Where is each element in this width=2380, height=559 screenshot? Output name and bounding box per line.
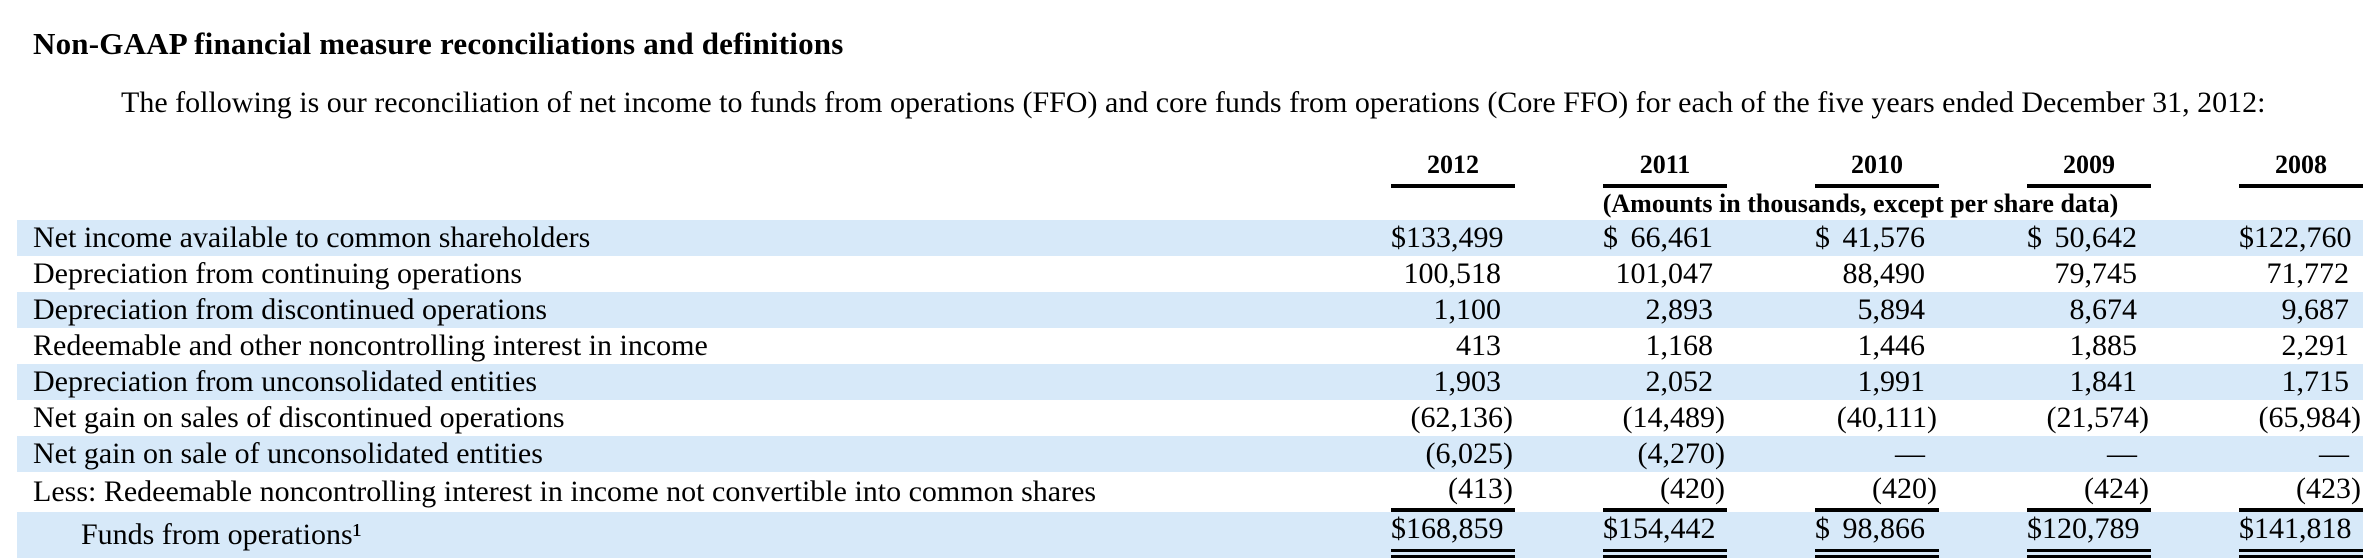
cell-value: 98,866 <box>1842 512 1926 545</box>
cell-value: (6,025) <box>1425 437 1513 470</box>
cell-value: 101,047 <box>1615 257 1714 290</box>
ffo-reconciliation-table: 2012 2011 2010 2009 2008 (Amounts in tho… <box>17 144 2363 558</box>
page-title: Non-GAAP financial measure reconciliatio… <box>33 26 844 61</box>
cell-value: 133,499 <box>1406 221 1504 254</box>
row-label: Less: Redeemable noncontrolling interest… <box>33 475 1097 508</box>
cell-value: (424) <box>2084 472 2149 505</box>
units-note: (Amounts in thousands, except per share … <box>1602 189 2119 218</box>
cell-value: 122,760 <box>2254 221 2352 254</box>
year-label: 2009 <box>2063 150 2115 179</box>
currency-symbol: $ <box>2239 512 2254 545</box>
cell-value: 413 <box>1456 329 1501 362</box>
cell-value: 2,291 <box>2281 329 2350 362</box>
cell-value: 71,772 <box>2266 257 2350 290</box>
row-label: Depreciation from continuing operations <box>33 257 523 290</box>
cell-value: 1,841 <box>2069 365 2138 398</box>
cell-value: — <box>2319 437 2349 470</box>
cell-value: 1,903 <box>1433 365 1502 398</box>
cell-value: 2,893 <box>1645 293 1714 326</box>
cell-value: — <box>2107 437 2137 470</box>
cell-value: 1,168 <box>1645 329 1714 362</box>
year-label: 2008 <box>2275 150 2327 179</box>
table-row-net-income: Net income available to common sharehold… <box>17 220 2363 256</box>
currency-symbol: $ <box>2239 221 2254 254</box>
cell-value: 1,446 <box>1857 329 1926 362</box>
cell-value: 100,518 <box>1403 257 1502 290</box>
column-header-2010: 2010 <box>1727 144 1939 188</box>
cell-value: 79,745 <box>2054 257 2138 290</box>
table-row-redeemable-noncontrolling: Redeemable and other noncontrolling inte… <box>17 328 2363 364</box>
cell-value: 1,991 <box>1857 365 1926 398</box>
table-row-less-redeemable: Less: Redeemable noncontrolling interest… <box>17 472 2363 512</box>
cell-value: (413) <box>1448 472 1513 505</box>
cell-value: (423) <box>2296 472 2361 505</box>
column-header-2012: 2012 <box>1303 144 1515 188</box>
cell-value: 88,490 <box>1842 257 1926 290</box>
column-header-2009: 2009 <box>1939 144 2151 188</box>
cell-value: (4,270) <box>1637 437 1725 470</box>
cell-value: 2,052 <box>1645 365 1714 398</box>
units-note-row: (Amounts in thousands, except per share … <box>17 188 2363 220</box>
year-header-row: 2012 2011 2010 2009 2008 <box>17 144 2363 188</box>
cell-value: 1,100 <box>1433 293 1502 326</box>
table-row-depr-unconsolidated: Depreciation from unconsolidated entitie… <box>17 364 2363 400</box>
cell-value: 66,461 <box>1630 221 1714 254</box>
currency-symbol: $ <box>1391 221 1406 254</box>
year-label: 2010 <box>1851 150 1903 179</box>
currency-symbol: $ <box>1603 512 1618 545</box>
table-row-net-gain-discontinued: Net gain on sales of discontinued operat… <box>17 400 2363 436</box>
row-label: Depreciation from unconsolidated entitie… <box>33 365 538 398</box>
label-column-header <box>17 144 1303 188</box>
cell-value: (14,489) <box>1622 401 1725 434</box>
cell-value: (40,111) <box>1836 401 1937 434</box>
row-label: Funds from operations¹ <box>81 518 362 551</box>
cell-value: 141,818 <box>2254 512 2352 545</box>
column-header-2011: 2011 <box>1515 144 1727 188</box>
cell-value: (420) <box>1872 472 1937 505</box>
cell-value: — <box>1895 437 1925 470</box>
currency-symbol: $ <box>2027 221 2042 254</box>
cell-value: 9,687 <box>2281 293 2350 326</box>
cell-value: 120,789 <box>2042 512 2140 545</box>
currency-symbol: $ <box>1391 512 1406 545</box>
table-row-funds-from-operations: Funds from operations¹ $168,859 $154,442… <box>17 512 2363 558</box>
row-label: Redeemable and other noncontrolling inte… <box>33 329 708 362</box>
row-label: Net gain on sales of discontinued operat… <box>33 401 565 434</box>
cell-value: 168,859 <box>1406 512 1504 545</box>
cell-value: 8,674 <box>2069 293 2138 326</box>
cell-value: 5,894 <box>1857 293 1926 326</box>
cell-value: (62,136) <box>1410 401 1513 434</box>
cell-value: (420) <box>1660 472 1725 505</box>
cell-value: 41,576 <box>1842 221 1926 254</box>
row-label: Net gain on sale of unconsolidated entit… <box>33 437 543 470</box>
intro-paragraph: The following is our reconciliation of n… <box>121 86 2266 119</box>
year-label: 2012 <box>1427 150 1479 179</box>
cell-value: 1,885 <box>2069 329 2138 362</box>
currency-symbol: $ <box>1815 512 1830 545</box>
cell-value: (21,574) <box>2046 401 2149 434</box>
cell-value: (65,984) <box>2258 401 2361 434</box>
table-row-depr-discontinued: Depreciation from discontinued operation… <box>17 292 2363 328</box>
table-row-net-gain-unconsolidated: Net gain on sale of unconsolidated entit… <box>17 436 2363 472</box>
cell-value: 1,715 <box>2281 365 2350 398</box>
currency-symbol: $ <box>1815 221 1830 254</box>
currency-symbol: $ <box>1603 221 1618 254</box>
column-header-2008: 2008 <box>2151 144 2363 188</box>
cell-value: 50,642 <box>2054 221 2138 254</box>
cell-value: 154,442 <box>1618 512 1716 545</box>
table-row-depr-continuing: Depreciation from continuing operations … <box>17 256 2363 292</box>
year-label: 2011 <box>1639 150 1691 179</box>
currency-symbol: $ <box>2027 512 2042 545</box>
row-label: Net income available to common sharehold… <box>33 221 591 254</box>
row-label: Depreciation from discontinued operation… <box>33 293 548 326</box>
